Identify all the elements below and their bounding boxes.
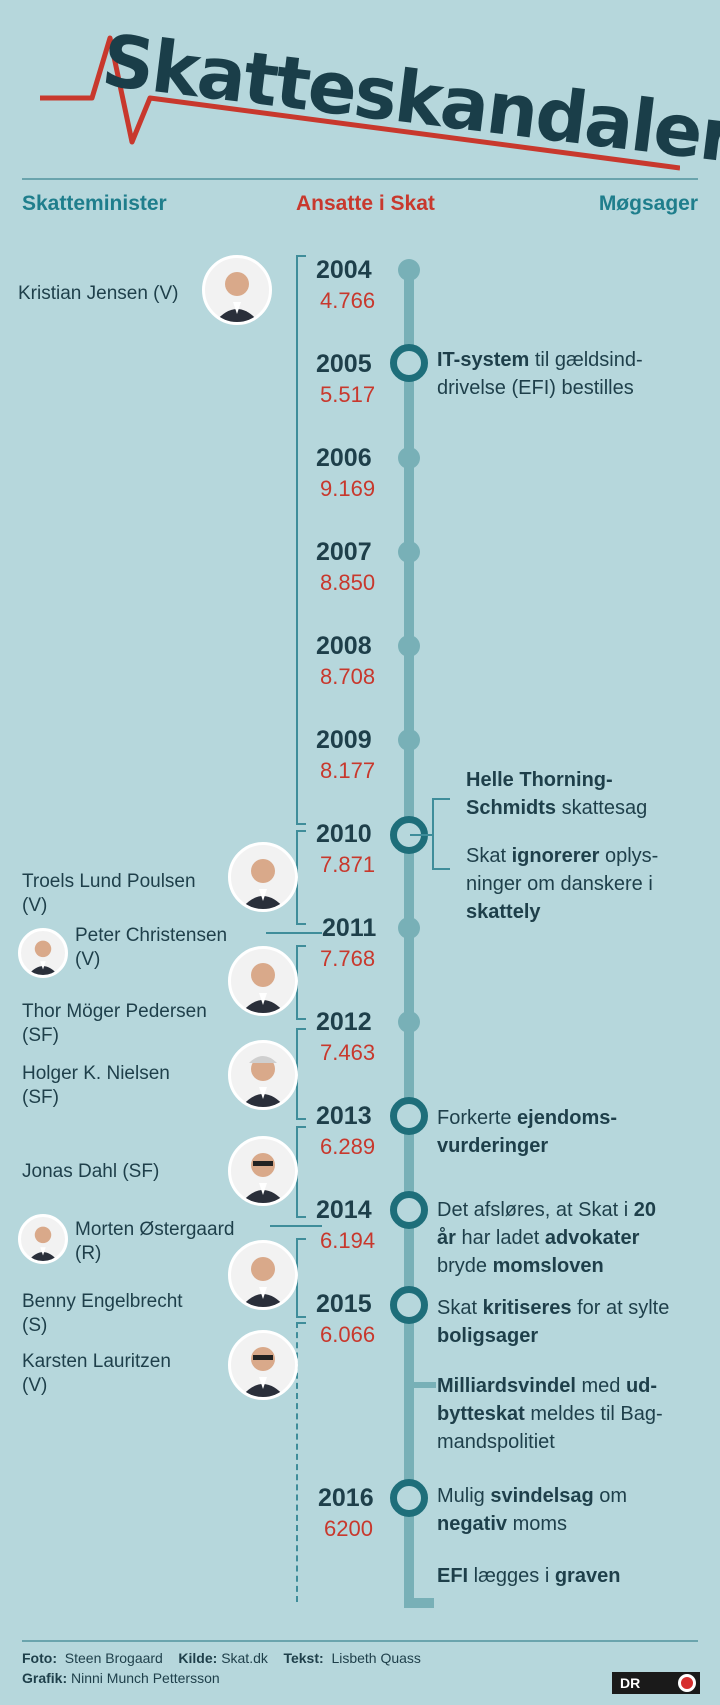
staff-count: 5.517: [320, 382, 376, 407]
staff-count: 7.463: [320, 1040, 376, 1065]
minister-photo: [228, 1136, 298, 1206]
term-connector-oestergaard: [270, 1225, 322, 1227]
minister-name: Kristian Jensen (V): [18, 283, 179, 304]
minister-photo: [228, 842, 298, 912]
minister-photo: [18, 1214, 68, 1264]
year-label: 2015: [316, 1290, 372, 1318]
term-bracket-lauritzen: [296, 1322, 306, 1602]
year-label: 2010: [316, 820, 372, 848]
minister-name: Holger K. Nielsen (SF): [22, 1063, 170, 1108]
staff-count: 9.169: [320, 476, 376, 501]
timeline-event-marker: [390, 1191, 428, 1229]
minister-photo: [18, 928, 68, 978]
year-label: 2011: [322, 914, 377, 942]
timeline-event-marker: [390, 1479, 428, 1517]
minister-name: Morten Østergaard (R): [75, 1219, 235, 1264]
staff-count: 6200: [324, 1516, 373, 1541]
event-2016: Mulig svindelsag om negativ moms: [437, 1485, 628, 1535]
heartbeat-line-icon: [40, 35, 680, 171]
term-bracket-jensen: [296, 255, 306, 825]
minister-name: Benny Engelbrecht (S): [22, 1291, 183, 1336]
page-title: Skatteskandaler: [97, 18, 720, 179]
event-2010-skattely: Skat ignorerer oplys- ninger om danskere…: [466, 845, 659, 923]
minister-name: Jonas Dahl (SF): [22, 1161, 160, 1182]
year-label: 2009: [316, 726, 372, 754]
timeline-event-marker: [390, 1286, 428, 1324]
staff-count: 4.766: [320, 288, 376, 313]
minister-name: Thor Möger Pedersen (SF): [22, 1001, 207, 1046]
staff-count: 7.871: [320, 852, 376, 877]
staff-count: 8.177: [320, 758, 376, 783]
event-bracket-2010: [432, 798, 456, 870]
minister-photo: [228, 1330, 298, 1400]
minister-name: Troels Lund Poulsen (V): [22, 871, 196, 916]
year-label: 2006: [316, 444, 372, 472]
term-connector-christensen: [266, 932, 322, 934]
timeline-dot: [398, 447, 420, 469]
staff-count: 8.850: [320, 570, 376, 595]
timeline-spine-end: [404, 1598, 434, 1608]
staff-count: 6.194: [320, 1228, 376, 1253]
event-2014: Det afsløres, at Skat i 20 år har ladet …: [437, 1199, 656, 1277]
event-connector-2010a: [432, 798, 450, 800]
minister-photo: [202, 255, 272, 325]
timeline-dot: [398, 729, 420, 751]
minister-photo: [228, 946, 298, 1016]
timeline-dot: [398, 541, 420, 563]
event-2015: Skat kritiseres for at sylte boligsager: [437, 1297, 670, 1347]
event-tick-2015b: [414, 1382, 436, 1388]
page-title-container: Skatteskandaler: [98, 10, 720, 179]
event-connector-2010: [410, 834, 434, 836]
dr-logo: DR: [612, 1672, 700, 1694]
timeline-event-marker: [390, 344, 428, 382]
event-connector-2010b: [432, 868, 450, 870]
event-2005: IT-system til gældsind- drivelse (EFI) b…: [437, 349, 643, 399]
staff-count: 6.289: [320, 1134, 376, 1159]
staff-count: 8.708: [320, 664, 376, 689]
minister-name: Karsten Lauritzen (V): [22, 1351, 171, 1396]
credits: Foto: Steen Brogaard Kilde: Skat.dk Teks…: [22, 1650, 421, 1686]
timeline-dot: [398, 635, 420, 657]
event-efi-graven: EFI lægges i graven: [437, 1565, 621, 1587]
year-label: 2016: [318, 1484, 374, 1512]
timeline-dot: [398, 917, 420, 939]
year-label: 2004: [316, 256, 372, 284]
minister-photo: [228, 1040, 298, 1110]
year-label: 2005: [316, 350, 372, 378]
year-label: 2012: [316, 1008, 372, 1036]
year-label: 2007: [316, 538, 372, 566]
timeline-dot: [398, 1011, 420, 1033]
event-2013: Forkerte ejendoms- vurderinger: [437, 1107, 618, 1157]
staff-count: 7.768: [320, 946, 376, 971]
event-2015-udbytteskat: Milliardsvindel med ud- bytteskat meldes…: [437, 1375, 663, 1453]
timeline-dot: [398, 259, 420, 281]
year-label: 2008: [316, 632, 372, 660]
timeline-event-marker: [390, 1097, 428, 1135]
column-header-moegsager: Møgsager: [598, 192, 698, 215]
footer-divider: [22, 1640, 698, 1642]
column-header-ansatte: Ansatte i Skat: [296, 192, 435, 215]
year-label: 2013: [316, 1102, 372, 1130]
minister-name: Peter Christensen (V): [75, 925, 228, 970]
minister-photo: [228, 1240, 298, 1310]
header-divider: [22, 178, 698, 180]
staff-count: 6.066: [320, 1322, 376, 1347]
event-2010-thorning: Helle Thorning- Schmidts skattesag: [466, 769, 648, 819]
year-label: 2014: [316, 1196, 372, 1224]
column-header-minister: Skatteminister: [22, 192, 167, 215]
